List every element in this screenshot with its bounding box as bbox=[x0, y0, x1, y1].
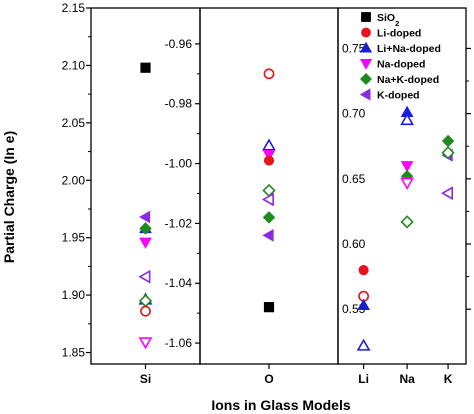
legend-marker-1 bbox=[361, 27, 371, 38]
data-point-triangle-down-filled bbox=[139, 237, 152, 249]
y-tick-label: -0.98 bbox=[165, 97, 193, 111]
y-tick-label: 2.05 bbox=[62, 116, 86, 130]
y-tick-label: 0.60 bbox=[342, 237, 366, 251]
legend-marker-4 bbox=[360, 73, 372, 85]
data-point-circle-filled bbox=[358, 265, 369, 276]
data-point-circle-open bbox=[140, 305, 151, 317]
y-tick-label: 0.75 bbox=[342, 41, 366, 55]
y-tick-label: -1.06 bbox=[165, 336, 193, 350]
legend-marker-0 bbox=[361, 12, 371, 22]
legend-marker-5 bbox=[359, 88, 371, 101]
y-tick-label: -1.00 bbox=[165, 157, 193, 171]
legend-label-1: Li-doped bbox=[377, 28, 421, 40]
data-point-triangle-left-open bbox=[440, 186, 454, 201]
category-label-o: O bbox=[264, 372, 273, 386]
data-point-circle-filled bbox=[263, 155, 275, 166]
x-axis-title: Ions in Glass Models bbox=[211, 397, 350, 413]
data-point-triangle-up-open bbox=[262, 138, 276, 151]
data-point-triangle-left-filled bbox=[262, 228, 274, 242]
data-point-square-filled bbox=[263, 302, 275, 313]
category-label-si: Si bbox=[140, 372, 151, 386]
y-tick-label: 1.85 bbox=[62, 346, 86, 360]
y-tick-label: 2.15 bbox=[62, 1, 86, 15]
data-point-triangle-down-open bbox=[400, 177, 415, 190]
data-point-diamond-filled bbox=[139, 222, 152, 235]
data-point-triangle-left-open bbox=[138, 269, 151, 284]
data-point-triangle-down-filled bbox=[400, 161, 414, 173]
legend-label-4: Na+K-doped bbox=[377, 74, 439, 86]
data-point-diamond-open bbox=[138, 294, 153, 308]
data-point-triangle-down-filled bbox=[262, 149, 276, 162]
panel-si: 1.85 1.90 1.95 2.00 2.05 2.10 2.15 Si bbox=[62, 1, 201, 386]
data-point-circle-open bbox=[263, 68, 275, 80]
panel-frame bbox=[337, 7, 467, 365]
data-point-triangle-up-filled bbox=[357, 298, 370, 310]
y-tick-label: -0.96 bbox=[165, 37, 193, 51]
chart-panels: 1.85 1.90 1.95 2.00 2.05 2.10 2.15 Si -0.96 -0.98… bbox=[62, 1, 471, 386]
y-axis-title: Partial Charge (In e) bbox=[1, 131, 17, 263]
data-point-diamond-filled bbox=[262, 211, 276, 224]
category-label-na: Na bbox=[399, 372, 415, 386]
y-tick-label: 0.65 bbox=[342, 172, 366, 186]
data-point-triangle-up-open bbox=[400, 113, 415, 126]
data-point-square-filled bbox=[140, 62, 151, 73]
legend-label-0: SiO2 bbox=[377, 12, 399, 28]
legend-marker-2 bbox=[359, 41, 373, 53]
data-point-triangle-up-open bbox=[356, 338, 371, 351]
category-label-k: K bbox=[444, 372, 453, 386]
data-point-triangle-down-open bbox=[138, 337, 153, 350]
y-tick-label: 1.95 bbox=[62, 231, 86, 245]
data-point-diamond-open bbox=[441, 146, 455, 160]
category-label-li: Li bbox=[358, 372, 369, 386]
y-tick-label: 2.10 bbox=[62, 58, 86, 72]
data-point-diamond-open bbox=[400, 215, 414, 229]
panel-o: -0.96 -0.98 -1.00 -1.02 -1.04 -1.06 O bbox=[165, 7, 339, 386]
y-tick-label: -1.04 bbox=[165, 276, 193, 290]
legend-label-2: Li+Na-doped bbox=[377, 43, 441, 55]
y-tick-label: 2.00 bbox=[62, 173, 86, 187]
legend-marker-3 bbox=[359, 59, 373, 70]
legend-label-5: K-doped bbox=[377, 90, 420, 102]
data-point-triangle-left-open bbox=[261, 192, 274, 207]
y-tick-label: 1.90 bbox=[62, 288, 86, 302]
legend-label-3: Na-doped bbox=[377, 59, 425, 71]
data-point-diamond-filled bbox=[441, 134, 455, 148]
y-tick-label: 0.70 bbox=[342, 107, 366, 121]
y-tick-label: -1.02 bbox=[165, 216, 193, 230]
data-point-triangle-left-filled bbox=[138, 210, 151, 224]
